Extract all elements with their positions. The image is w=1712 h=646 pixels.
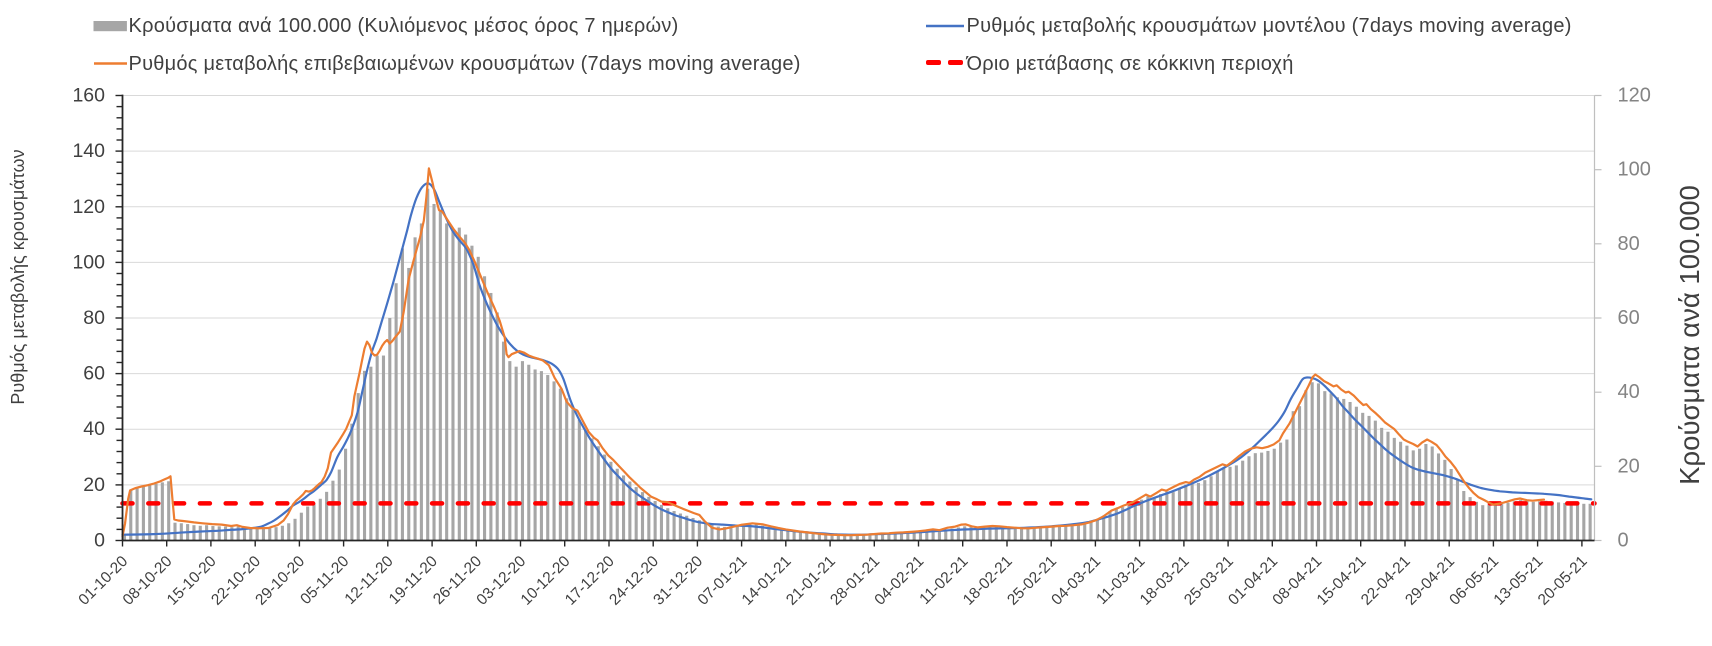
svg-text:40: 40: [83, 418, 105, 440]
svg-text:Ρυθμός μεταβολής κρουσμάτων μο: Ρυθμός μεταβολής κρουσμάτων μοντέλου (7d…: [967, 15, 1572, 37]
svg-text:40: 40: [1618, 381, 1640, 403]
svg-text:0: 0: [1618, 530, 1629, 552]
svg-text:80: 80: [1618, 233, 1640, 255]
svg-text:80: 80: [83, 307, 105, 329]
svg-text:120: 120: [1618, 85, 1651, 107]
svg-text:Κρούσματα ανά 100.000 (Κυλιόμε: Κρούσματα ανά 100.000 (Κυλιόμενος μέσος …: [129, 15, 679, 37]
svg-text:0: 0: [94, 530, 105, 552]
svg-text:20: 20: [83, 474, 105, 496]
svg-text:100: 100: [72, 251, 105, 273]
svg-text:160: 160: [72, 85, 105, 107]
svg-text:Ρυθμός μεταβολής επιβεβαιωμένω: Ρυθμός μεταβολής επιβεβαιωμένων κρουσμάτ…: [129, 53, 801, 75]
svg-text:Ρυθμός μεταβολής κρουσμάτων: Ρυθμός μεταβολής κρουσμάτων: [8, 149, 28, 404]
svg-text:Κρούσματα ανά 100.000: Κρούσματα ανά 100.000: [1674, 185, 1705, 485]
svg-text:120: 120: [72, 196, 105, 218]
svg-text:140: 140: [72, 140, 105, 162]
svg-text:60: 60: [1618, 307, 1640, 329]
svg-text:20: 20: [1618, 455, 1640, 477]
svg-text:Όριο μετάβασης σε κόκκινη περι: Όριο μετάβασης σε κόκκινη περιοχή: [966, 53, 1294, 75]
svg-text:60: 60: [83, 363, 105, 385]
svg-text:100: 100: [1618, 159, 1651, 181]
